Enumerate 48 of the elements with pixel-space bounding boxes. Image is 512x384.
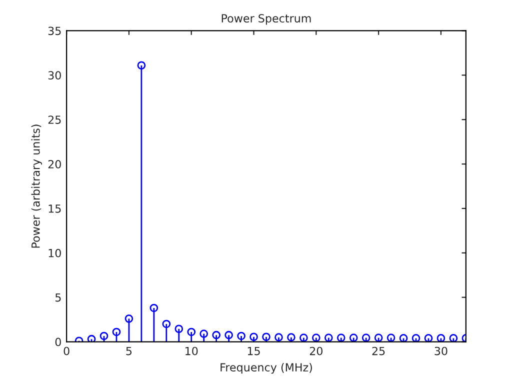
x-tick-label: 20 [310,346,322,356]
point [312,334,320,342]
x-tick-label: 5 [126,346,132,356]
y-axis-title: Power (arbitrary units) [31,124,42,248]
point [399,334,408,342]
point [137,61,146,70]
y-tick-label: 20 [48,160,61,168]
point [274,333,283,342]
x-tick-label: 30 [434,346,448,356]
point [386,334,396,342]
point [212,330,220,340]
point [100,332,108,340]
point [287,333,296,342]
point [112,328,121,336]
point [150,304,158,312]
x-tick-label: 15 [248,346,260,356]
x-tick-label: 0 [64,346,70,356]
y-tick-label: 30 [48,71,61,80]
point [262,332,270,342]
point [349,334,358,342]
point [237,332,246,340]
chart-title: Power Spectrum [222,14,311,25]
point [324,334,333,342]
point [124,314,134,323]
y-tick-label: 5 [55,293,61,302]
point [449,334,458,342]
y-tick-label: 25 [48,116,61,124]
point [224,330,233,340]
point [87,334,96,342]
x-tick-label: 25 [372,346,385,356]
point [187,328,196,336]
point [250,332,258,342]
y-tick-label: 10 [48,248,61,258]
y-tick-label: 0 [55,338,61,346]
y-tick-label: 35 [48,26,61,36]
point [362,334,370,342]
x-tick-label: 10 [186,346,198,356]
y-tick-label: 15 [48,204,61,213]
point [174,324,184,334]
x-axis-title: Frequency (MHz) [220,362,312,374]
point [412,334,420,342]
point [162,320,171,328]
point [374,334,383,342]
point [336,334,346,342]
point [436,334,446,342]
point [200,330,208,338]
point [424,334,433,342]
point [300,334,308,342]
